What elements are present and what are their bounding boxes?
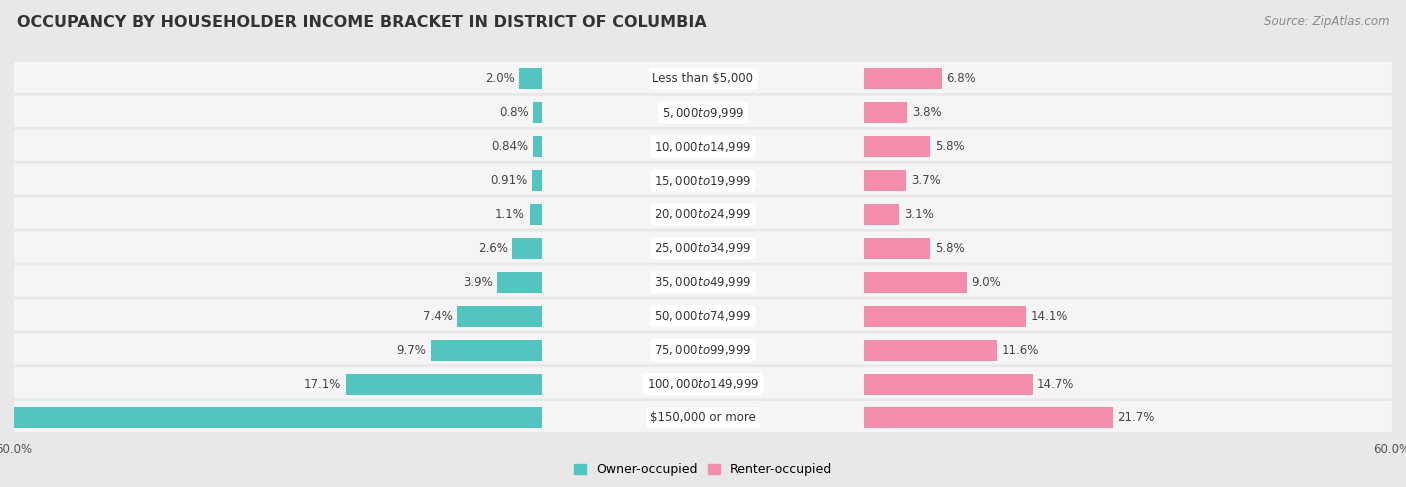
Bar bbox=[863, 408, 1114, 429]
FancyBboxPatch shape bbox=[14, 299, 1392, 331]
Bar bbox=[863, 306, 1025, 327]
Text: $75,000 to $99,999: $75,000 to $99,999 bbox=[654, 343, 752, 357]
Bar bbox=[512, 238, 543, 259]
Text: $50,000 to $74,999: $50,000 to $74,999 bbox=[654, 309, 752, 323]
Bar bbox=[346, 374, 543, 394]
Bar bbox=[863, 272, 967, 293]
FancyBboxPatch shape bbox=[14, 401, 1392, 432]
Bar bbox=[863, 170, 907, 191]
Bar bbox=[863, 136, 931, 157]
Text: $25,000 to $34,999: $25,000 to $34,999 bbox=[654, 242, 752, 255]
Text: $15,000 to $19,999: $15,000 to $19,999 bbox=[654, 173, 752, 187]
FancyBboxPatch shape bbox=[14, 333, 1392, 364]
FancyBboxPatch shape bbox=[14, 265, 1392, 297]
Bar bbox=[863, 374, 1032, 394]
Text: 5.8%: 5.8% bbox=[935, 242, 965, 255]
Text: 9.0%: 9.0% bbox=[972, 276, 1001, 289]
FancyBboxPatch shape bbox=[14, 62, 1392, 93]
Text: 2.6%: 2.6% bbox=[478, 242, 508, 255]
Text: OCCUPANCY BY HOUSEHOLDER INCOME BRACKET IN DISTRICT OF COLUMBIA: OCCUPANCY BY HOUSEHOLDER INCOME BRACKET … bbox=[17, 15, 707, 30]
Bar bbox=[533, 136, 543, 157]
Text: 6.8%: 6.8% bbox=[946, 72, 976, 85]
Bar bbox=[498, 272, 543, 293]
FancyBboxPatch shape bbox=[14, 130, 1392, 161]
Text: $150,000 or more: $150,000 or more bbox=[650, 412, 756, 425]
Bar bbox=[519, 68, 543, 89]
Text: 14.7%: 14.7% bbox=[1038, 377, 1074, 391]
Text: 2.0%: 2.0% bbox=[485, 72, 515, 85]
Text: 3.8%: 3.8% bbox=[912, 106, 942, 119]
Bar bbox=[457, 306, 543, 327]
Bar bbox=[530, 204, 543, 225]
Text: $100,000 to $149,999: $100,000 to $149,999 bbox=[647, 377, 759, 391]
FancyBboxPatch shape bbox=[14, 367, 1392, 398]
Text: 11.6%: 11.6% bbox=[1001, 344, 1039, 356]
FancyBboxPatch shape bbox=[14, 198, 1392, 229]
Text: Less than $5,000: Less than $5,000 bbox=[652, 72, 754, 85]
Bar bbox=[430, 339, 543, 361]
FancyBboxPatch shape bbox=[14, 96, 1392, 127]
Bar bbox=[863, 102, 907, 123]
Text: 3.7%: 3.7% bbox=[911, 174, 941, 187]
Bar bbox=[863, 339, 997, 361]
Text: 1.1%: 1.1% bbox=[495, 208, 524, 221]
Text: 21.7%: 21.7% bbox=[1118, 412, 1154, 425]
Bar bbox=[0, 408, 543, 429]
Bar bbox=[863, 204, 900, 225]
Legend: Owner-occupied, Renter-occupied: Owner-occupied, Renter-occupied bbox=[568, 458, 838, 482]
Text: $10,000 to $14,999: $10,000 to $14,999 bbox=[654, 140, 752, 153]
Text: Source: ZipAtlas.com: Source: ZipAtlas.com bbox=[1264, 15, 1389, 28]
Text: 9.7%: 9.7% bbox=[396, 344, 426, 356]
Text: 5.8%: 5.8% bbox=[935, 140, 965, 153]
Bar bbox=[531, 170, 543, 191]
FancyBboxPatch shape bbox=[14, 164, 1392, 195]
Bar bbox=[533, 102, 543, 123]
Text: 3.9%: 3.9% bbox=[463, 276, 494, 289]
Bar bbox=[863, 238, 931, 259]
Text: 0.91%: 0.91% bbox=[489, 174, 527, 187]
Text: 14.1%: 14.1% bbox=[1031, 310, 1067, 323]
Text: 17.1%: 17.1% bbox=[304, 377, 342, 391]
FancyBboxPatch shape bbox=[14, 231, 1392, 262]
Text: 3.1%: 3.1% bbox=[904, 208, 934, 221]
Bar bbox=[863, 68, 942, 89]
Text: 0.84%: 0.84% bbox=[491, 140, 529, 153]
Text: $5,000 to $9,999: $5,000 to $9,999 bbox=[662, 106, 744, 120]
Text: $35,000 to $49,999: $35,000 to $49,999 bbox=[654, 275, 752, 289]
Text: 0.8%: 0.8% bbox=[499, 106, 529, 119]
Text: $20,000 to $24,999: $20,000 to $24,999 bbox=[654, 207, 752, 222]
Text: 7.4%: 7.4% bbox=[423, 310, 453, 323]
